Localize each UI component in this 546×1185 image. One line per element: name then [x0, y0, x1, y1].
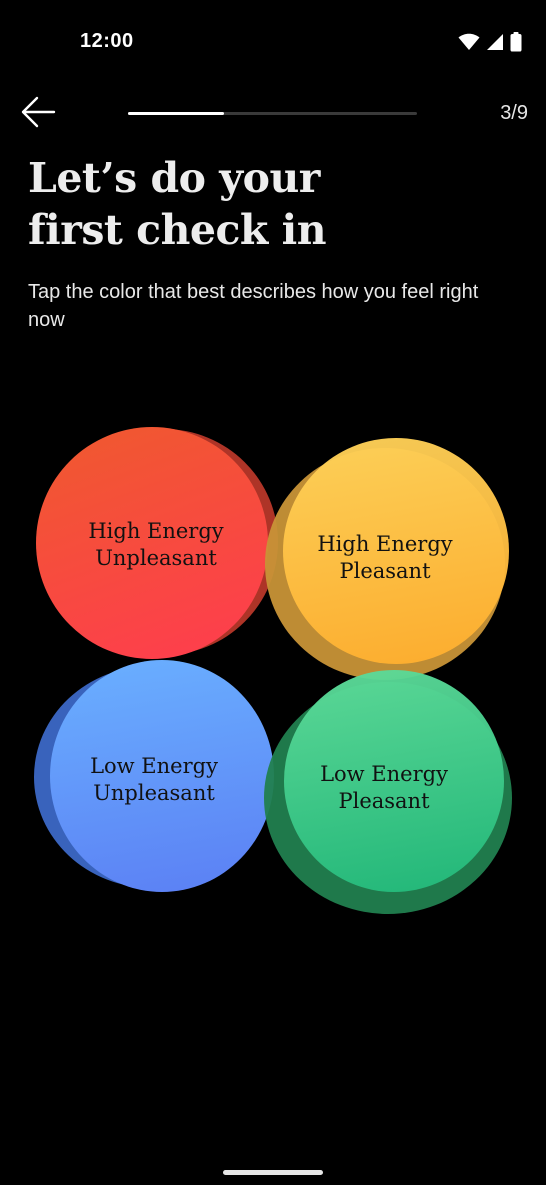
step-counter: 3/9 [500, 102, 528, 124]
progress-bar [128, 112, 417, 115]
mood-blob-fill [283, 438, 509, 664]
status-icons [458, 32, 522, 52]
wifi-icon [458, 33, 480, 51]
page-title-line-2: first check in [28, 206, 327, 254]
status-bar: 12:00 [0, 0, 546, 80]
mood-high-energy-pleasant-button[interactable]: High Energy Pleasant [265, 438, 509, 680]
arrow-left-icon [20, 96, 56, 133]
mood-blob-fill [50, 660, 274, 892]
signal-icon [486, 33, 504, 51]
home-indicator[interactable] [223, 1170, 323, 1175]
progress-fill [128, 112, 225, 115]
mood-blob-fill [284, 670, 504, 892]
battery-icon [510, 32, 522, 52]
page-title: Let’s do your first check in [28, 152, 528, 256]
mood-high-energy-unpleasant-button[interactable]: High Energy Unpleasant [36, 425, 278, 665]
back-button[interactable] [14, 92, 62, 136]
page-subtitle: Tap the color that best describes how yo… [28, 281, 479, 331]
page-title-line-1: Let’s do your [28, 154, 320, 202]
mood-low-energy-pleasant-button[interactable]: Low Energy Pleasant [264, 668, 512, 914]
mood-blob-fill [36, 427, 268, 659]
status-time: 12:00 [80, 30, 134, 52]
mood-low-energy-unpleasant-button[interactable]: Low Energy Unpleasant [34, 660, 274, 900]
